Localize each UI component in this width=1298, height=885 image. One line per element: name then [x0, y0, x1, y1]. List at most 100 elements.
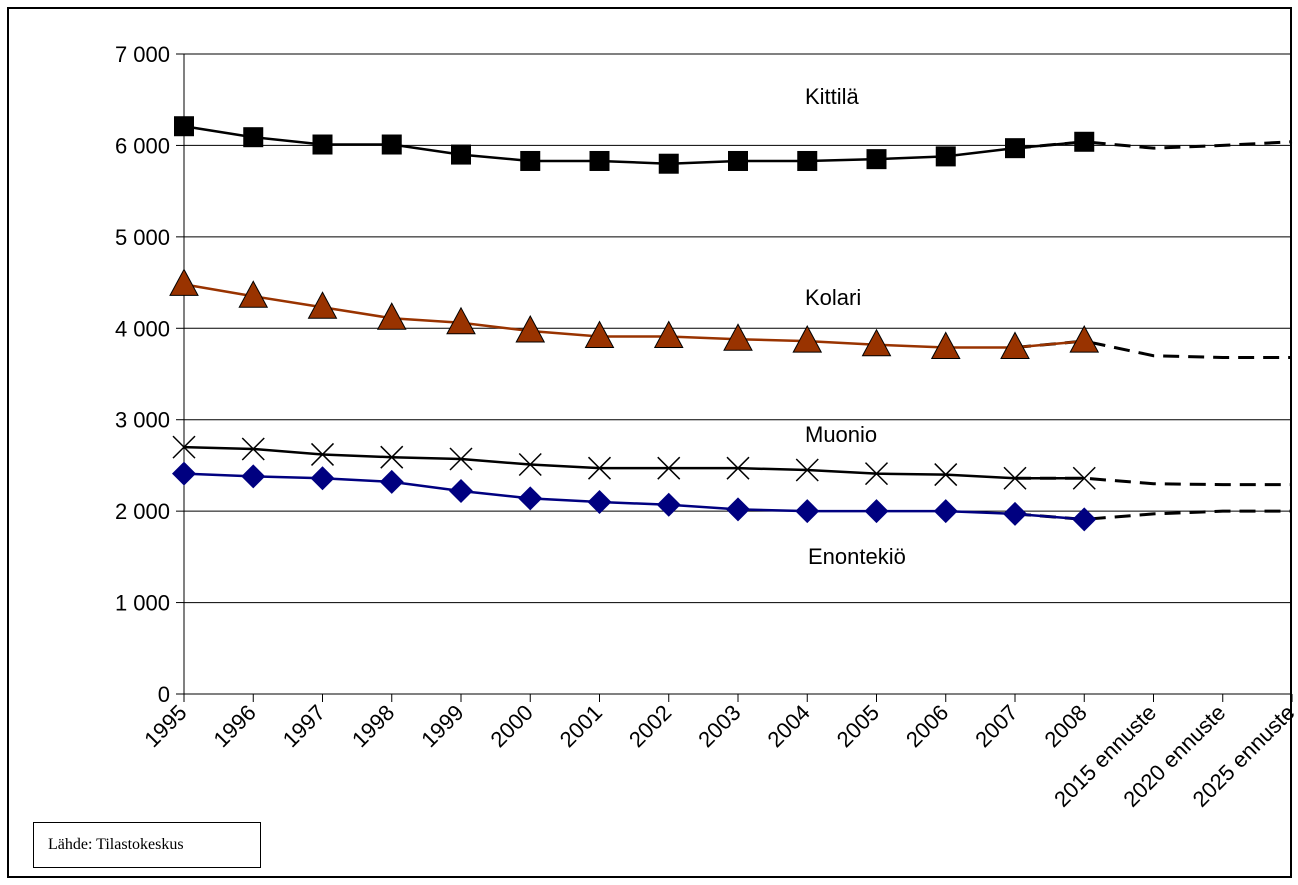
- series-forecast-line: [1014, 140, 1293, 150]
- labels: Kittilä Kolari Muonio Enontekiö: [805, 84, 906, 569]
- series-label: Kolari: [805, 285, 861, 310]
- y-tick-label: 4 000: [115, 316, 170, 341]
- y-tick-label: 3 000: [115, 408, 170, 433]
- x-tick-label: 2000: [485, 700, 537, 752]
- series-forecast-line: [1015, 476, 1292, 487]
- data-point: [449, 479, 473, 504]
- series-line: [183, 124, 1085, 165]
- data-point: [380, 445, 404, 469]
- source-note: Lähde: Tilastokeskus: [33, 822, 261, 868]
- data-point: [381, 134, 402, 155]
- data-point: [584, 320, 615, 349]
- data-point: [795, 458, 819, 482]
- y-tick-label: 0: [158, 682, 170, 707]
- data-point: [723, 323, 753, 351]
- series: [169, 116, 1293, 532]
- data-point: [589, 150, 610, 171]
- series-label: Kittilä: [805, 84, 860, 109]
- data-point: [587, 456, 612, 480]
- data-point: [376, 302, 407, 330]
- data-point: [241, 437, 265, 461]
- data-point: [1003, 501, 1027, 526]
- series-3: [172, 461, 1292, 532]
- y-tick-label: 7 000: [115, 42, 170, 67]
- data-point: [1069, 325, 1100, 353]
- x-tick-label: 1996: [208, 700, 260, 752]
- data-point: [1074, 131, 1095, 152]
- series-label: Muonio: [805, 422, 877, 447]
- x-tick-label: 2007: [970, 700, 1022, 752]
- data-point: [449, 447, 473, 471]
- x-tick-label: 2005: [832, 700, 884, 752]
- series-forecast-line: [1014, 339, 1292, 360]
- x-tick-label: 1995: [139, 700, 191, 752]
- data-point: [864, 462, 889, 486]
- data-point: [795, 499, 820, 524]
- data-point: [861, 328, 892, 357]
- series-2: [172, 435, 1292, 490]
- data-point: [1000, 331, 1030, 359]
- series-line: [183, 445, 1085, 480]
- x-tick-label: 2002: [624, 700, 676, 752]
- data-point: [238, 280, 269, 308]
- data-point: [658, 153, 679, 174]
- data-point: [307, 291, 338, 319]
- data-point: [241, 464, 266, 489]
- data-point: [172, 461, 196, 486]
- y-tick-label: 6 000: [115, 133, 170, 158]
- x-tick-label: 1998: [347, 700, 399, 752]
- data-point: [935, 146, 956, 167]
- data-point: [934, 463, 958, 487]
- data-point: [797, 150, 818, 171]
- x-tick-label: 1999: [416, 700, 468, 752]
- data-point: [310, 466, 335, 491]
- data-point: [243, 127, 264, 148]
- data-point: [174, 116, 194, 137]
- data-point: [1003, 466, 1027, 490]
- series-forecast-line: [1014, 509, 1292, 521]
- data-point: [726, 497, 750, 522]
- series-label: Enontekiö: [808, 544, 906, 569]
- data-point: [728, 150, 748, 171]
- series-0: [174, 116, 1293, 174]
- x-tick-label: 1997: [278, 700, 330, 752]
- data-point: [379, 469, 404, 494]
- data-point: [1072, 466, 1096, 490]
- data-point: [587, 490, 612, 514]
- data-point: [792, 325, 823, 353]
- data-point: [1005, 138, 1025, 159]
- chart-frame: [7, 7, 1292, 878]
- data-point: [172, 435, 196, 459]
- data-point: [446, 306, 476, 335]
- x-tick-label: 2008: [1039, 700, 1091, 752]
- x-tick-label: 2006: [901, 700, 953, 752]
- x-tick-label: 2003: [693, 700, 745, 752]
- y-tick-label: 5 000: [115, 225, 170, 250]
- data-point: [520, 150, 541, 171]
- x-tick-label: 2004: [762, 700, 814, 752]
- data-point: [930, 331, 961, 359]
- data-point: [515, 314, 546, 343]
- data-point: [864, 499, 889, 524]
- data-point: [656, 492, 681, 517]
- series-line: [183, 283, 1085, 349]
- data-point: [933, 499, 958, 524]
- axes: 0 1 000 2 000 3 000 4 000 5 000 6 000 7 000 1995…: [115, 42, 1298, 812]
- data-point: [451, 144, 471, 165]
- x-tick-label: 2001: [555, 700, 607, 752]
- source-note-text: Lähde: Tilastokeskus: [48, 836, 184, 853]
- data-point: [866, 149, 887, 170]
- data-point: [518, 486, 543, 511]
- data-point: [653, 320, 684, 349]
- data-point: [312, 134, 333, 155]
- data-point: [169, 268, 199, 296]
- y-tick-label: 2 000: [115, 499, 170, 524]
- series-1: [169, 268, 1292, 360]
- gridlines: [184, 53, 1292, 604]
- data-point: [518, 452, 542, 477]
- data-point: [1072, 507, 1097, 532]
- data-point: [310, 442, 335, 466]
- y-tick-label: 1 000: [115, 591, 170, 616]
- data-point: [726, 456, 750, 480]
